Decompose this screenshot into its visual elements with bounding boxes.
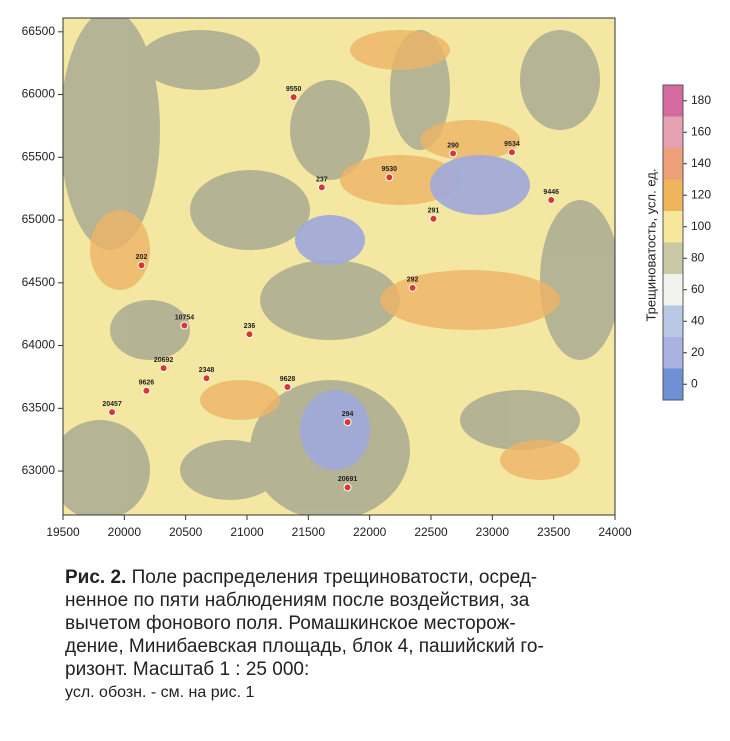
caption-label: Рис. 2. <box>65 567 127 588</box>
colorbar-tick-label: 180 <box>691 93 711 107</box>
caption-line: ненное по пяти наблюдениям после воздейс… <box>65 589 665 612</box>
well-marker <box>245 330 254 339</box>
caption: Рис. 2. Поле распределения трещиноватост… <box>65 566 665 704</box>
colorbar-band <box>663 242 683 274</box>
caption-line: Рис. 2. Поле распределения трещиноватост… <box>65 566 665 589</box>
x-tick-label: 22000 <box>353 525 387 539</box>
legend-note: усл. обозн. - см. на рис. 1 <box>65 684 255 701</box>
x-tick-label: 20000 <box>108 525 142 539</box>
y-tick-label: 66000 <box>22 87 56 101</box>
y-tick-label: 66500 <box>22 24 56 38</box>
colorbar-tick-label: 40 <box>691 313 705 327</box>
colorbar-band <box>663 305 683 337</box>
colorbar-band <box>663 116 683 148</box>
x-tick-label: 21000 <box>230 525 264 539</box>
well-marker <box>449 149 458 158</box>
well-label: 2348 <box>199 367 215 374</box>
well-label: 236 <box>244 323 256 330</box>
colorbar-tick-label: 160 <box>691 124 711 138</box>
caption-text: вычетом фонового поля. Ромашкинское мест… <box>65 613 516 634</box>
x-tick-label: 24000 <box>598 525 632 539</box>
well-label: 9446 <box>543 189 559 196</box>
well-marker <box>408 283 417 292</box>
colorbar-tick-label: 100 <box>691 219 711 233</box>
well-label: 9626 <box>139 380 155 387</box>
y-tick-label: 65500 <box>22 149 56 163</box>
x-tick-label: 19500 <box>46 525 80 539</box>
well-marker <box>137 261 146 270</box>
colorbar-band <box>663 337 683 369</box>
colorbar-label: Трещиноватость, усл. ед. <box>643 168 658 321</box>
caption-line: ризонт. Масштаб 1 : 25 000: <box>65 658 665 681</box>
well-marker <box>343 418 352 427</box>
y-tick-label: 64500 <box>22 275 56 289</box>
colorbar-band <box>663 274 683 306</box>
colorbar-tick-label: 20 <box>691 345 705 359</box>
colorbar-tick-label: 120 <box>691 187 711 201</box>
well-marker <box>159 364 168 373</box>
well-label: 291 <box>428 208 440 215</box>
colorbar-tick-label: 60 <box>691 282 705 296</box>
well-label: 237 <box>316 176 328 183</box>
colorbar-band <box>663 179 683 211</box>
well-marker <box>429 214 438 223</box>
caption-text: ризонт. Масштаб 1 : 25 000: <box>65 659 310 680</box>
well-label: 20691 <box>338 476 358 483</box>
colorbar-tick-label: 0 <box>691 376 698 390</box>
y-tick-label: 63500 <box>22 400 56 414</box>
x-tick-label: 22500 <box>414 525 448 539</box>
well-label: 9534 <box>504 141 520 148</box>
well-label: 20692 <box>154 357 174 364</box>
x-tick-label: 23000 <box>476 525 510 539</box>
well-label: 202 <box>136 254 148 261</box>
colorbar-band <box>663 85 683 117</box>
well-label: 290 <box>447 142 459 149</box>
plot-frame <box>62 17 616 516</box>
well-label: 294 <box>342 411 354 418</box>
well-marker <box>142 386 151 395</box>
well-marker <box>343 483 352 492</box>
well-label: 292 <box>407 277 419 284</box>
well-marker <box>108 408 117 417</box>
colorbar-band <box>663 148 683 180</box>
y-tick-label: 64000 <box>22 338 56 352</box>
well-marker <box>507 148 516 157</box>
well-label: 10754 <box>175 314 195 321</box>
y-tick-label: 65000 <box>22 212 56 226</box>
well-marker <box>317 183 326 192</box>
colorbar-frame <box>662 84 684 401</box>
colorbar-band <box>663 211 683 243</box>
well-marker <box>547 195 556 204</box>
field <box>63 18 615 515</box>
well-label: 9530 <box>382 166 398 173</box>
well-label: 20457 <box>102 401 122 408</box>
caption-text: дение, Минибаевская площадь, блок 4, паш… <box>65 636 544 657</box>
map-chart: Трещиноватость, усл. ед. 19500 20000 20500… <box>22 17 711 539</box>
colorbar-tick-label: 140 <box>691 156 711 170</box>
well-marker <box>202 374 211 383</box>
well-marker <box>385 173 394 182</box>
caption-text: ненное по пяти наблюдениям после воздейс… <box>65 590 530 611</box>
well-marker <box>289 93 298 102</box>
colorbar-band <box>663 368 683 400</box>
well-marker <box>283 382 292 391</box>
well-label: 9550 <box>286 86 302 93</box>
x-tick-label: 21500 <box>292 525 326 539</box>
x-tick-label: 23500 <box>537 525 571 539</box>
y-tick-label: 63000 <box>22 463 56 477</box>
well-label: 9628 <box>280 376 296 383</box>
well-marker <box>180 321 189 330</box>
caption-line: вычетом фонового поля. Ромашкинское мест… <box>65 612 665 635</box>
x-tick-label: 20500 <box>169 525 203 539</box>
caption-line: дение, Минибаевская площадь, блок 4, паш… <box>65 635 665 658</box>
caption-text: Поле распределения трещиноватости, осред… <box>131 567 538 588</box>
colorbar-tick-label: 80 <box>691 250 705 264</box>
